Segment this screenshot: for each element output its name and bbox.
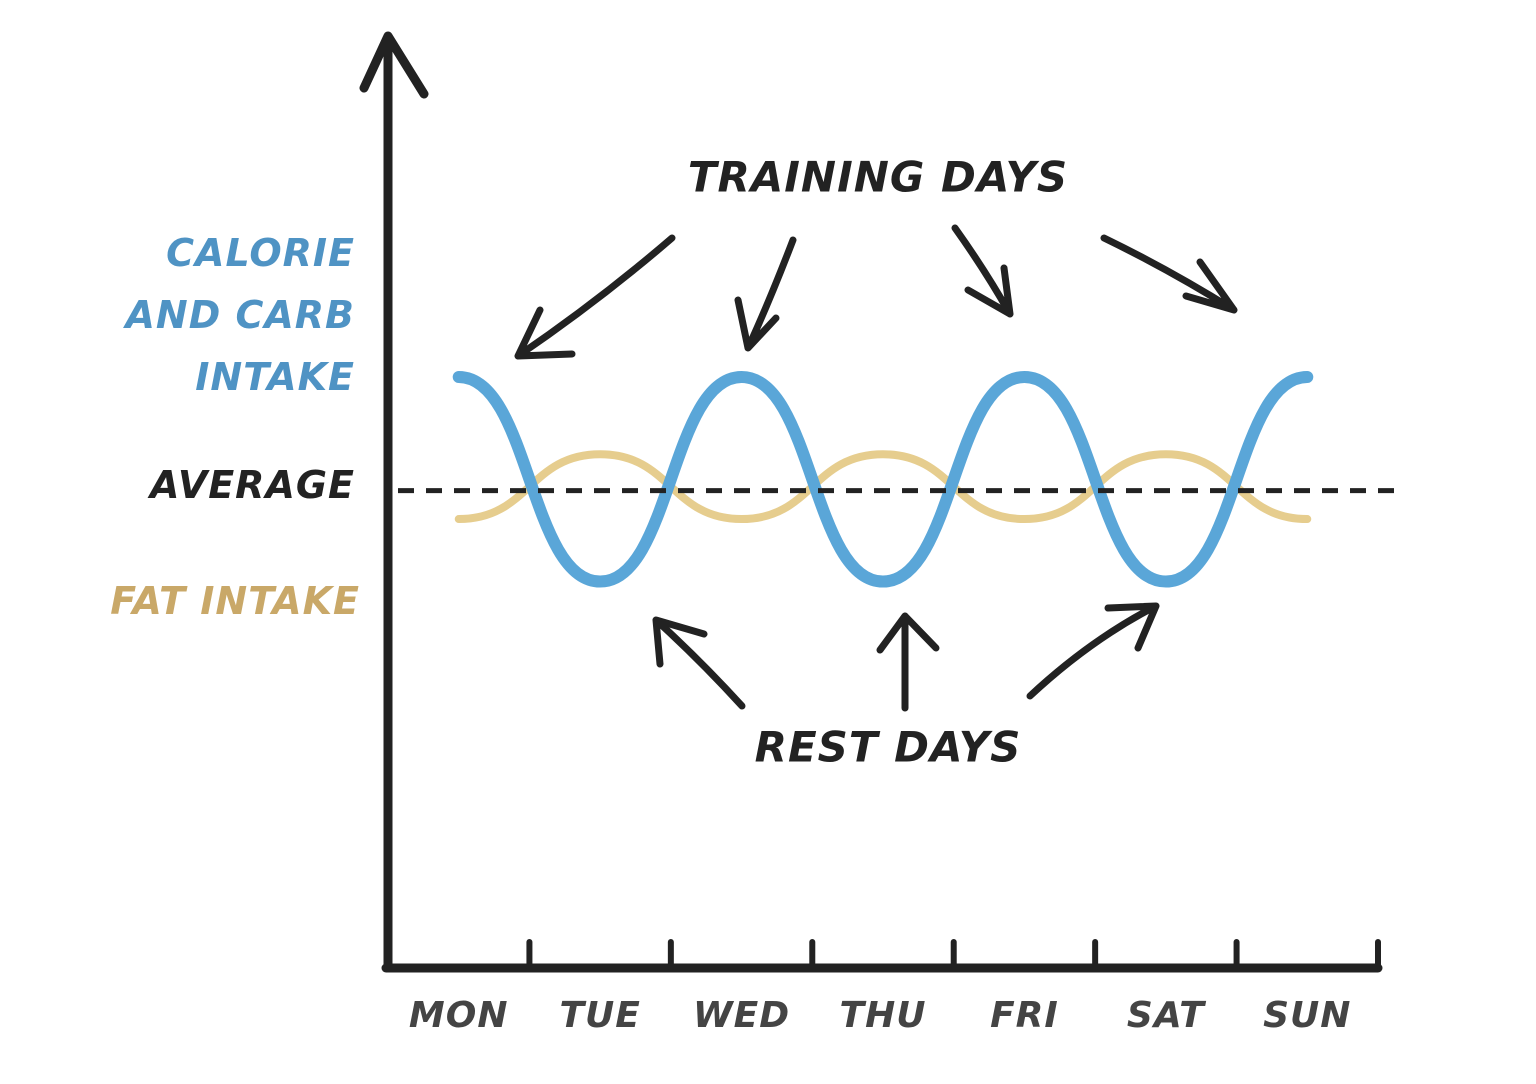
x-tick-label: MON — [409, 995, 509, 1036]
x-tick-label: TUE — [559, 995, 640, 1036]
legend-entry: FAT INTAKE — [110, 579, 360, 623]
x-tick-label: THU — [840, 995, 927, 1036]
x-tick-label: SUN — [1263, 995, 1351, 1036]
average-label: AVERAGE — [149, 463, 355, 507]
y-axis — [359, 31, 429, 973]
annotation-arrows — [514, 224, 1238, 712]
x-tick-label: WED — [693, 995, 790, 1036]
legend-entry: CALORIE AND CARB INTAKE — [125, 231, 355, 399]
series-line — [454, 450, 1312, 524]
annotation: REST DAYS — [755, 723, 1022, 772]
x-tick-label: FRI — [990, 995, 1059, 1036]
x-tick-label: SAT — [1127, 995, 1206, 1036]
series-line — [452, 370, 1314, 588]
annotation: TRAINING DAYS — [688, 153, 1068, 202]
